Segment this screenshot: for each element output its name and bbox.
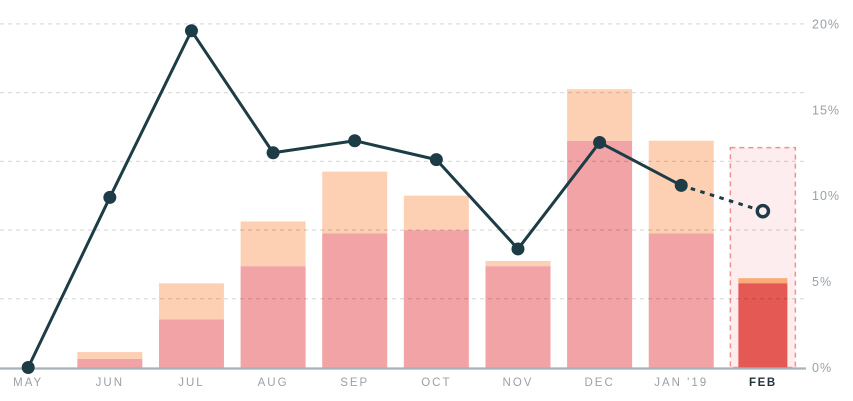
data-point xyxy=(429,153,443,167)
data-point xyxy=(511,242,525,256)
forecast-bar-cap xyxy=(738,278,788,284)
data-point xyxy=(674,178,688,192)
x-tick-label-highlight: FEB xyxy=(749,377,777,389)
bar-segment-top xyxy=(485,260,551,267)
bar-segment-top xyxy=(322,171,388,234)
bar-segment-bottom xyxy=(648,233,714,368)
bar-segment-top xyxy=(403,195,469,231)
data-point xyxy=(593,135,607,149)
trend-line-forecast-segment xyxy=(680,183,764,213)
y-tick-label: 0% xyxy=(812,361,832,375)
y-tick-label: 15% xyxy=(812,103,840,117)
x-tick-label: DEC xyxy=(584,377,614,389)
bar-segment-top xyxy=(240,221,306,267)
x-tick-label: JUN xyxy=(96,377,124,389)
x-tick-label: NOV xyxy=(503,377,534,389)
data-point xyxy=(266,146,280,160)
forecast-bar xyxy=(738,283,788,368)
bar-segment-bottom xyxy=(485,266,551,368)
bar-segment-top xyxy=(158,283,224,320)
x-tick-label: MAY xyxy=(13,377,43,389)
bar-segment-bottom xyxy=(403,230,469,368)
x-tick-label: JUL xyxy=(178,377,204,389)
bar-segment-bottom xyxy=(240,266,306,368)
data-point xyxy=(103,190,117,204)
x-tick-label: OCT xyxy=(421,377,451,389)
data-point-forecast-open xyxy=(755,203,771,219)
bar-segment-bottom xyxy=(77,358,143,368)
x-tick-label: AUG xyxy=(258,377,289,389)
y-tick-label: 20% xyxy=(812,17,840,31)
data-point xyxy=(348,134,362,148)
data-point xyxy=(21,361,35,374)
x-tick-label: SEP xyxy=(340,377,369,389)
data-point xyxy=(184,24,198,38)
bar-segment-bottom xyxy=(322,233,388,368)
bar-segment-top xyxy=(77,352,143,359)
bar-segment-bottom xyxy=(567,140,633,368)
bar-segment-bottom xyxy=(158,319,224,368)
y-tick-label: 5% xyxy=(812,275,832,289)
y-tick-label: 10% xyxy=(812,189,840,203)
x-tick-label: JAN '19 xyxy=(654,377,708,389)
bar-segment-top xyxy=(567,89,633,141)
